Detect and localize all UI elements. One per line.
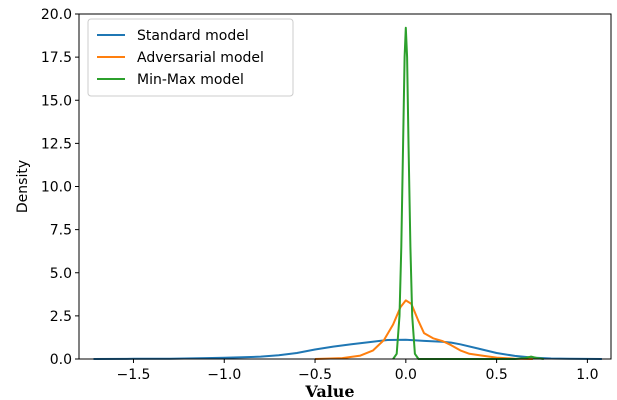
y-tick-label: 2.5	[50, 309, 72, 325]
y-axis-ticks: 0.0 2.5 5.0 7.5 10.0 12.5 15.0 17.5 20.0	[41, 7, 79, 368]
series-line-0	[93, 338, 602, 360]
x-tick-label: 0.0	[395, 367, 417, 383]
y-axis-label: Density	[15, 160, 31, 213]
y-tick-label: 17.5	[41, 50, 72, 66]
x-tick-label: −1.5	[116, 367, 150, 383]
x-axis-label: Value	[304, 382, 354, 400]
x-axis-ticks: −1.5 −1.0 −0.5 0.0 0.5 1.0	[116, 359, 599, 383]
legend-label: Adversarial model	[137, 50, 264, 66]
y-tick-label: 7.5	[50, 223, 72, 239]
legend-label: Min-Max model	[137, 72, 244, 88]
y-tick-label: 12.5	[41, 136, 72, 152]
y-tick-label: 10.0	[41, 180, 72, 196]
series-line-1	[314, 299, 533, 360]
x-tick-label: −0.5	[298, 367, 332, 383]
series-line-2	[392, 26, 544, 360]
x-tick-label: 1.0	[576, 367, 598, 383]
y-tick-label: 20.0	[41, 7, 72, 23]
y-tick-label: 5.0	[50, 266, 72, 282]
series-lines	[93, 26, 602, 360]
x-tick-label: 0.5	[485, 367, 507, 383]
legend-box	[87, 18, 294, 97]
y-tick-label: 0.0	[50, 352, 72, 368]
legend-label: Standard model	[137, 28, 249, 44]
legend: Standard model Adversarial model Min-Max m…	[87, 18, 294, 97]
x-tick-label: −1.0	[207, 367, 241, 383]
y-tick-label: 15.0	[41, 93, 72, 109]
